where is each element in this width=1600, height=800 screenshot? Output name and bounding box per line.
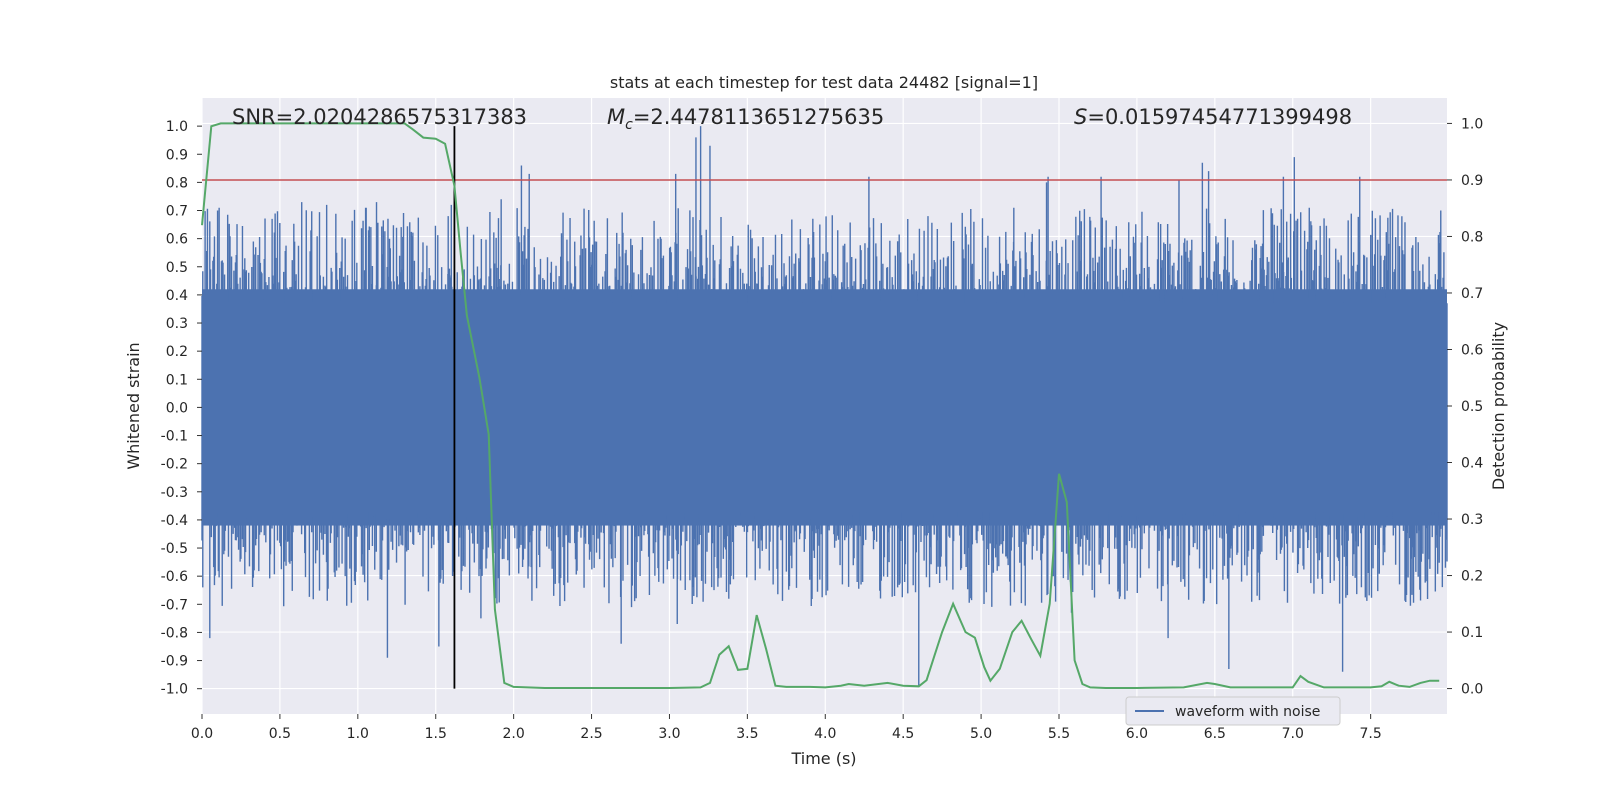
chirp-mass-subscript: c <box>625 117 633 133</box>
chirp-mass-annotation: Mc=2.4478113651275635 <box>607 105 884 133</box>
y-axis-left-ticks: 1.0 0.9 0.8 0.7 0.6 0.5 0.4 0.3 0.2 0.1 0.0 -0.1 -0.… <box>161 119 202 698</box>
chirp-mass-symbol: M <box>607 105 625 129</box>
legend-box <box>1125 696 1341 726</box>
snr-annotation: SNR=2.0204286575317383 <box>232 105 527 129</box>
y-left-tick-label: -0.9 <box>161 654 188 670</box>
x-tick-label: 4.0 <box>814 726 836 742</box>
y-left-tick-label: -0.6 <box>161 569 188 585</box>
x-tick-label: 3.0 <box>658 726 680 742</box>
y-left-tick-label: 0.8 <box>166 175 188 191</box>
y-right-tick-label: 0.6 <box>1461 342 1483 358</box>
y-axis-left-label: Whitened strain <box>124 342 143 469</box>
y-left-tick-label: 1.0 <box>166 119 188 135</box>
y-right-tick-label: 0.7 <box>1461 286 1483 302</box>
y-left-tick-label: -0.8 <box>161 625 188 641</box>
x-tick-label: 5.5 <box>1048 726 1070 742</box>
s-value: =0.01597454771399498 <box>1087 105 1352 129</box>
y-left-tick-label: 0.9 <box>166 147 188 163</box>
y-left-tick-label: 0.7 <box>166 204 188 220</box>
x-tick-label: 6.5 <box>1204 726 1226 742</box>
chirp-mass-value: =2.4478113651275635 <box>633 105 884 129</box>
x-tick-label: 5.0 <box>970 726 992 742</box>
y-right-tick-label: 0.3 <box>1461 512 1483 528</box>
y-left-tick-label: 0.1 <box>166 372 188 388</box>
y-right-tick-label: 1.0 <box>1461 116 1483 132</box>
legend: waveform with noise <box>1125 696 1341 726</box>
y-left-tick-label: 0.6 <box>166 232 188 248</box>
y-left-tick-label: -0.2 <box>161 457 188 473</box>
x-tick-label: 0.0 <box>191 726 213 742</box>
y-left-tick-label: 0.4 <box>166 288 188 304</box>
x-axis-ticks: 0.0 0.5 1.0 1.5 2.0 2.5 3.0 3.5 4.0 4.5 5.0 5.5 6.0 6… <box>191 714 1382 742</box>
y-right-tick-label: 0.0 <box>1461 682 1483 698</box>
legend-label: waveform with noise <box>1175 704 1320 720</box>
y-right-tick-label: 0.8 <box>1461 229 1483 245</box>
detection-probability-line <box>201 122 1440 689</box>
x-tick-label: 6.0 <box>1126 726 1148 742</box>
y-right-tick-label: 0.2 <box>1461 569 1483 585</box>
y-right-tick-label: 0.4 <box>1461 456 1483 472</box>
x-tick-label: 1.0 <box>347 726 369 742</box>
y-left-tick-label: 0.0 <box>166 400 188 416</box>
x-tick-label: 7.0 <box>1282 726 1304 742</box>
s-symbol: S <box>1074 105 1087 129</box>
y-left-tick-label: -1.0 <box>161 682 188 698</box>
y-left-tick-label: -0.5 <box>161 541 188 557</box>
y-axis-right-ticks: 1.0 0.9 0.8 0.7 0.6 0.5 0.4 0.3 0.2 0.1 0.0 <box>1447 116 1483 698</box>
y-left-tick-label: 0.2 <box>166 344 188 360</box>
y-right-tick-label: 0.1 <box>1461 625 1483 641</box>
x-tick-label: 0.5 <box>269 726 291 742</box>
y-axis-right-label: Detection probability <box>1489 322 1508 490</box>
y-right-tick-label: 0.5 <box>1461 399 1483 415</box>
y-left-tick-label: 0.5 <box>166 260 188 276</box>
x-tick-label: 3.5 <box>736 726 758 742</box>
y-right-tick-label: 0.9 <box>1461 173 1483 189</box>
x-tick-label: 4.5 <box>892 726 914 742</box>
x-tick-label: 1.5 <box>425 726 447 742</box>
y-left-tick-label: -0.4 <box>161 513 188 529</box>
s-annotation: S=0.01597454771399498 <box>1074 105 1352 129</box>
x-tick-label: 7.5 <box>1360 726 1382 742</box>
y-left-tick-label: -0.3 <box>161 485 188 501</box>
x-axis-label: Time (s) <box>790 749 856 768</box>
y-left-tick-label: -0.1 <box>161 429 188 445</box>
y-left-tick-label: 0.3 <box>166 316 188 332</box>
waveform-series <box>201 126 1448 686</box>
chart-title: stats at each timestep for test data 244… <box>610 73 1038 92</box>
y-left-tick-label: -0.7 <box>161 597 188 613</box>
x-tick-label: 2.5 <box>580 726 602 742</box>
x-tick-label: 2.0 <box>503 726 525 742</box>
